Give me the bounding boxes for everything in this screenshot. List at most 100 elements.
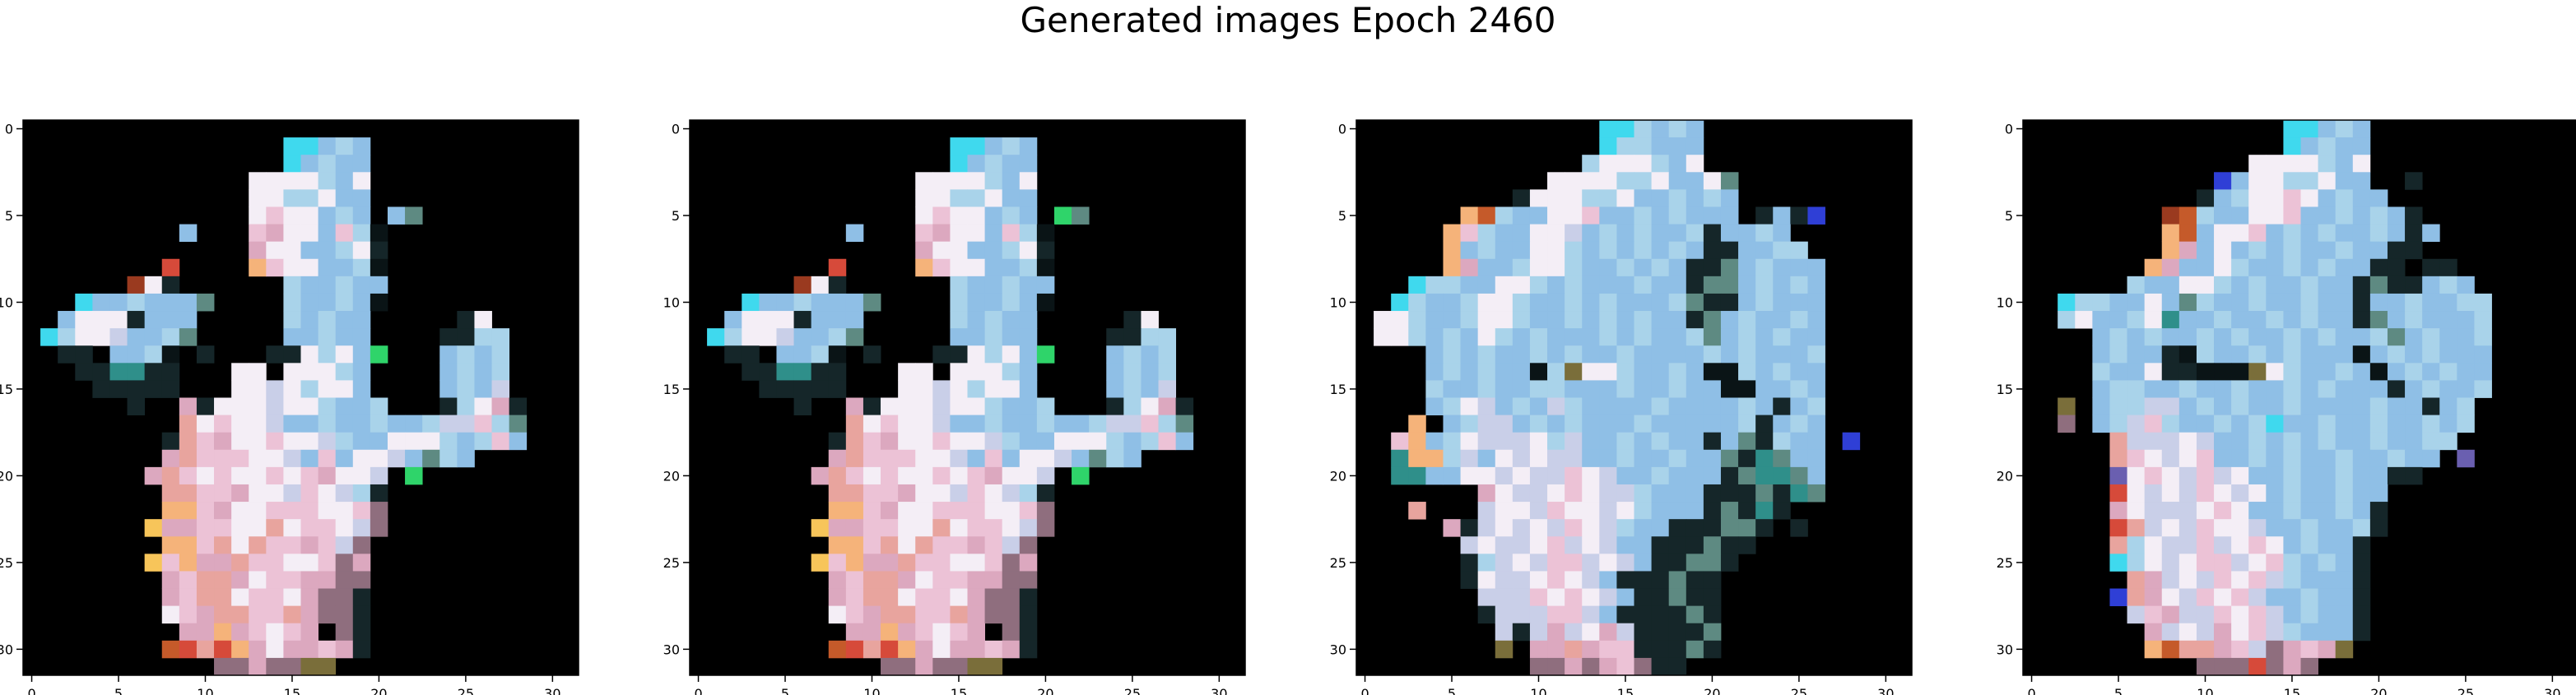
pixel-cell <box>231 415 249 433</box>
pixel-cell <box>1686 484 1704 503</box>
pixel-cell <box>1019 536 1038 554</box>
pixel-cell <box>1720 258 1739 277</box>
pixel-cell <box>828 276 847 294</box>
pixel-cell <box>1391 449 1409 468</box>
pixel-cell <box>474 311 492 329</box>
pixel-cell <box>2248 554 2267 572</box>
pixel-cell <box>2283 311 2301 329</box>
pixel-cell <box>127 363 146 381</box>
pixel-cell <box>1651 432 1670 451</box>
pixel-cell <box>283 293 301 312</box>
pixel-cell <box>898 363 916 381</box>
pixel-cell <box>300 206 319 225</box>
pixel-cell <box>1686 536 1704 554</box>
pixel-cell <box>1002 345 1021 364</box>
pixel-cell <box>881 640 899 659</box>
pixel-cell <box>759 293 777 312</box>
pixel-cell <box>2248 605 2267 624</box>
pixel-cell <box>1807 258 1825 277</box>
pixel-cell <box>2178 466 2197 485</box>
pixel-cell <box>2092 328 2110 346</box>
pixel-cell <box>2300 623 2318 642</box>
pixel-cell <box>1529 397 1548 415</box>
pixel-cell <box>196 605 215 624</box>
pixel-cell <box>845 397 864 415</box>
pixel-cell <box>742 345 760 364</box>
pixel-cell <box>2058 311 2076 329</box>
pixel-cell <box>759 363 777 381</box>
pixel-cell <box>283 397 301 415</box>
pixel-cell <box>1582 536 1600 554</box>
pixel-cell <box>196 536 215 554</box>
pixel-cell <box>2161 276 2180 294</box>
pixel-cell <box>2127 311 2146 329</box>
pixel-cell <box>845 588 864 607</box>
pixel-cell <box>2335 276 2354 294</box>
pixel-cell <box>2109 502 2127 520</box>
pixel-cell <box>1019 466 1038 485</box>
pixel-cell <box>967 241 985 260</box>
pixel-cell <box>1703 623 1722 642</box>
pixel-cell <box>967 415 985 433</box>
pixel-cell <box>2300 363 2318 381</box>
pixel-cell <box>1460 345 1479 364</box>
pixel-cell <box>2283 588 2301 607</box>
pixel-cell <box>2092 293 2110 312</box>
pixel-cell <box>1123 397 1142 415</box>
pixel-cell <box>932 657 951 676</box>
pixel-cell <box>1773 449 1791 468</box>
pixel-cell <box>370 432 388 451</box>
pixel-cell <box>1703 605 1722 624</box>
pixel-cell <box>1790 432 1808 451</box>
pixel-cell <box>300 536 319 554</box>
pixel-cell <box>1720 206 1739 225</box>
pixel-cell <box>179 293 198 312</box>
pixel-cell <box>2109 415 2127 433</box>
pixel-cell <box>352 328 371 346</box>
pixel-cell <box>915 172 933 190</box>
pixel-cell <box>335 241 354 260</box>
pixel-cell <box>1720 449 1739 468</box>
pixel-cell <box>352 640 371 659</box>
pixel-cell <box>950 241 968 260</box>
pixel-cell <box>318 293 337 312</box>
pixel-cell <box>300 397 319 415</box>
pixel-cell <box>1703 311 1722 329</box>
pixel-cell <box>742 328 760 346</box>
pixel-cell <box>1529 536 1548 554</box>
pixel-cell <box>1686 224 1704 243</box>
pixel-cell <box>1738 519 1756 537</box>
pixel-cell <box>1495 466 1514 485</box>
pixel-cell <box>1495 432 1514 451</box>
pixel-cell <box>1773 432 1791 451</box>
pixel-cell <box>1141 432 1159 451</box>
pixel-cell <box>1738 415 1756 433</box>
pixel-cell <box>457 380 475 398</box>
pixel-cell <box>1599 345 1617 364</box>
pixel-cell <box>1547 415 1565 433</box>
pixel-cell <box>1634 276 1652 294</box>
pixel-cell <box>1002 554 1021 572</box>
pixel-cell <box>75 345 93 364</box>
pixel-cell <box>2196 241 2215 260</box>
pixel-cell <box>127 328 146 346</box>
pixel-cell <box>1773 345 1791 364</box>
pixel-cell <box>1019 640 1038 659</box>
pixel-cell <box>2439 380 2457 398</box>
axes-frame <box>22 119 579 676</box>
pixel-cell <box>2178 241 2197 260</box>
pixel-cell <box>144 363 163 381</box>
pixel-cell <box>1547 224 1565 243</box>
pixel-cell <box>1036 502 1055 520</box>
pixel-cell <box>1582 415 1600 433</box>
pixel-cell <box>2231 449 2249 468</box>
pixel-cell <box>2352 466 2371 485</box>
pixel-cell <box>249 519 267 537</box>
pixel-cell <box>950 449 968 468</box>
pixel-cell <box>2266 380 2284 398</box>
pixel-cell <box>793 293 812 312</box>
pixel-cell <box>2248 484 2267 503</box>
pixel-cell <box>2178 345 2197 364</box>
pixel-cell <box>1668 605 1687 624</box>
pixel-cell <box>2214 311 2232 329</box>
